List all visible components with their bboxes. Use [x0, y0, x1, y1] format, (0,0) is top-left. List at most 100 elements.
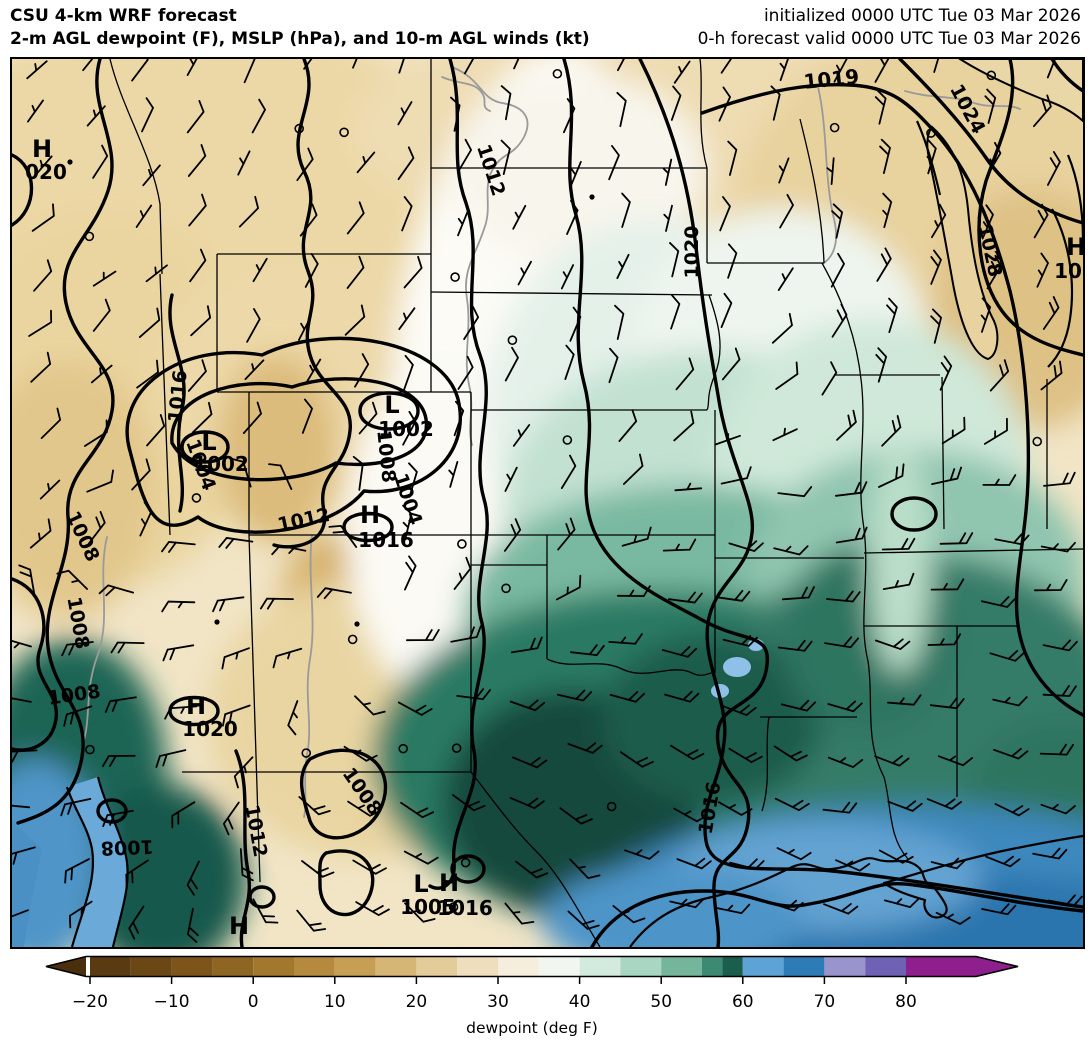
forecast-map-frame: H 020 1019 1024 1028 H 10 1012 1020 1016 L 1002 1004…: [10, 57, 1085, 949]
wind-barb: [510, 636, 543, 654]
wind-barb: [567, 910, 600, 930]
wind-barb: [668, 591, 703, 604]
calm-wind-icon: [339, 127, 349, 138]
wind-barb: [456, 138, 472, 174]
wind-barb: [937, 755, 974, 767]
colorbar-segment: [722, 956, 743, 977]
wind-barb: [187, 359, 207, 392]
wind-barb: [619, 751, 654, 768]
wind-barb: [821, 361, 838, 396]
wind-barb: [887, 800, 923, 812]
mississippi-river-border: [821, 262, 909, 860]
calm-wind-icon: [398, 743, 408, 754]
wind-barb: [451, 794, 486, 812]
wind-barb: [670, 294, 681, 330]
wind-barb: [981, 204, 994, 240]
wind-barb: [779, 193, 794, 229]
wind-barb: [512, 204, 527, 230]
wind-barb: [238, 195, 259, 228]
wind-barb: [835, 526, 868, 544]
wind-barb: [63, 705, 93, 727]
wind-barb: [404, 902, 436, 923]
pressure-label: 10: [1054, 259, 1082, 283]
wind-barb: [221, 647, 250, 670]
wind-barb: [1040, 541, 1076, 553]
wind-barb: [39, 479, 61, 500]
wind-barb: [721, 704, 757, 716]
wind-barb: [824, 636, 860, 649]
wind-barb: [1039, 743, 1074, 756]
wind-barb: [155, 749, 187, 768]
calm-wind-icon: [457, 539, 467, 549]
wind-barb: [930, 308, 942, 344]
colorbar-segment: [620, 956, 662, 977]
wind-barb: [827, 756, 864, 768]
wind-barb: [727, 140, 738, 176]
wind-barb: [64, 858, 90, 884]
wind-barb: [775, 361, 799, 390]
wind-barb: [139, 501, 153, 537]
wind-barb: [835, 481, 868, 497]
wind-barb: [86, 469, 114, 493]
wind-barb: [1040, 360, 1063, 391]
wind-barb: [985, 855, 1021, 868]
wind-barb: [252, 257, 268, 283]
wind-barb: [989, 650, 1025, 662]
wind-barb: [146, 414, 166, 447]
wind-barb: [397, 146, 415, 181]
wind-barb: [40, 407, 62, 440]
colorbar-segment: [783, 956, 825, 977]
wind-barb: [721, 347, 741, 381]
wind-barb: [12, 909, 29, 932]
wind-barb: [268, 463, 293, 491]
wind-barb: [833, 59, 848, 83]
wind-barb: [463, 59, 479, 75]
wind-barb: [61, 641, 94, 657]
wind-barb: [831, 203, 843, 239]
wind-barb: [237, 150, 251, 176]
pressure-label: 1008: [100, 835, 154, 859]
wind-barb: [556, 689, 593, 702]
wind-barb: [343, 745, 378, 762]
wind-barb: [616, 253, 630, 280]
wind-barb: [886, 297, 898, 334]
wind-barb: [92, 298, 111, 332]
wind-barb: [86, 105, 106, 127]
wind-barb: [301, 398, 313, 434]
wind-barb: [303, 59, 321, 70]
wind-barb: [939, 532, 974, 545]
wind-barb: [931, 203, 947, 239]
wind-barb: [875, 638, 911, 650]
wind-barb: [358, 401, 378, 435]
wind-barb: [1042, 296, 1060, 330]
wind-barb: [186, 59, 202, 77]
wind-barb: [609, 690, 646, 703]
wind-barb: [352, 59, 364, 69]
wind-barb: [729, 858, 765, 871]
wind-barb: [874, 89, 887, 125]
wind-barb: [296, 147, 314, 181]
wind-barb: [984, 88, 997, 124]
wind-barb: [457, 210, 469, 237]
gulf-coastline: [629, 834, 1083, 947]
calm-wind-icon: [451, 743, 462, 753]
wind-barb: [715, 903, 751, 915]
wind-barb: [563, 98, 576, 134]
wind-barb: [242, 401, 262, 435]
wind-barb: [304, 253, 319, 288]
wind-barb: [346, 201, 365, 235]
wind-barb: [164, 705, 198, 720]
colorbar-ticks: −20 −10 0 10 20 30 40 50 60 70 80: [72, 976, 917, 1012]
wind-barb: [316, 587, 352, 600]
wind-barb: [405, 629, 440, 642]
colorbar-segment: [906, 956, 976, 977]
title-line-2: 2-m AGL dewpoint (F), MSLP (hPa), and 10…: [10, 29, 590, 49]
wind-barb: [881, 415, 902, 447]
calm-wind-icon: [294, 123, 304, 134]
pressure-center-marker: H: [229, 912, 249, 940]
wind-barb: [463, 305, 480, 341]
wind-barb: [673, 60, 691, 84]
wind-barb: [887, 694, 922, 706]
wind-barb: [780, 699, 817, 712]
wind-barb: [822, 801, 858, 814]
